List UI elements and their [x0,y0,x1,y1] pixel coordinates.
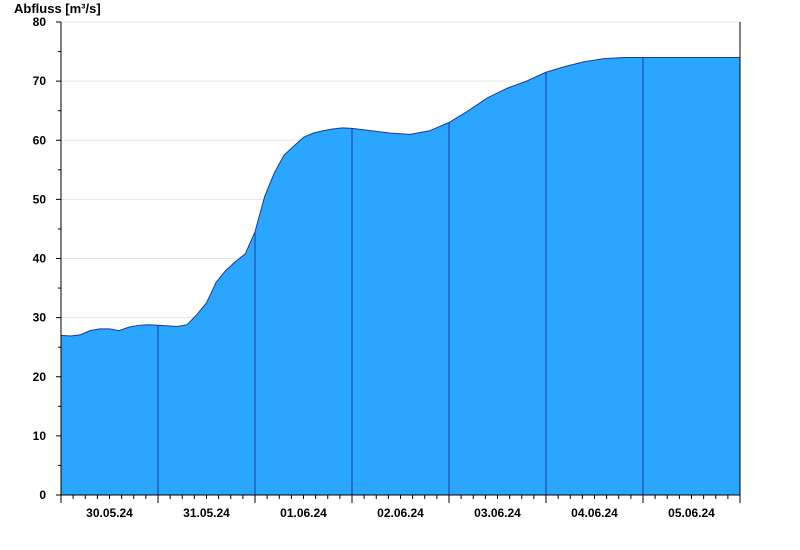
y-axis-title: Abfluss [m³/s] [14,1,101,16]
discharge-area [61,57,740,495]
plot-area [60,56,740,495]
y-tick-label-80: 80 [33,15,47,29]
axes: 0 10 20 30 40 50 60 70 80 30.05.24 31.05.24 01.06.2… [33,15,741,520]
y-tick-label-10: 10 [33,429,47,443]
y-tick-label-30: 30 [33,311,47,325]
x-tick-label-3: 02.06.24 [377,506,424,520]
y-tick-label-60: 60 [33,133,47,147]
x-tick-label-0: 30.05.24 [86,506,133,520]
y-tick-label-20: 20 [33,370,47,384]
x-tick-label-5: 04.06.24 [571,506,618,520]
y-tick-label-50: 50 [33,192,47,206]
discharge-line [60,56,740,337]
x-tick-label-4: 03.06.24 [474,506,521,520]
x-tick-label-1: 31.05.24 [183,506,230,520]
x-tick-label-6: 05.06.24 [668,506,715,520]
y-tick-label-40: 40 [33,252,47,266]
y-tick-label-70: 70 [33,74,47,88]
y-tick-label-0: 0 [39,488,46,502]
x-tick-label-2: 01.06.24 [280,506,327,520]
